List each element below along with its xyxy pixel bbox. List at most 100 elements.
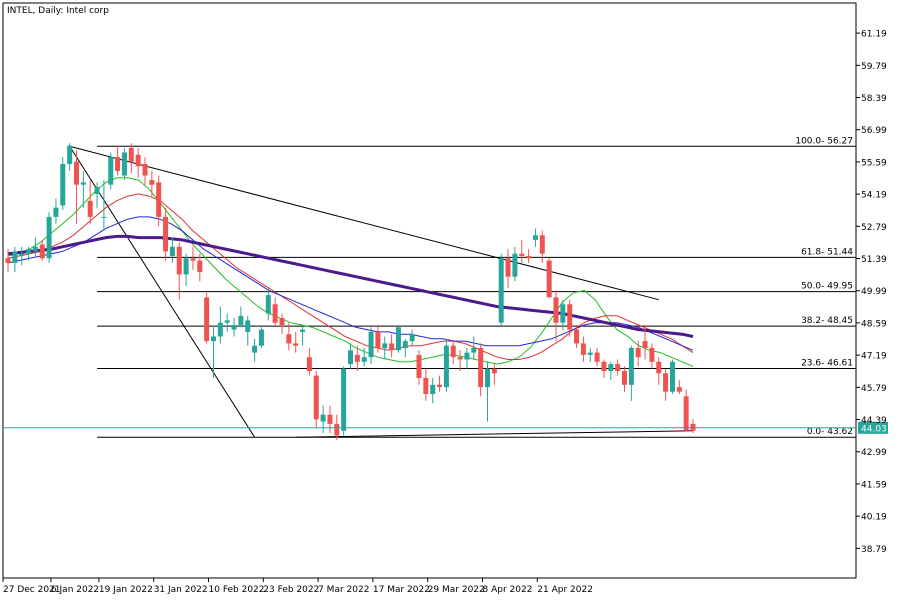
- candle-body: [176, 246, 182, 275]
- price-axis: 61.19 59.79 58.39 56.99 55.59 54.19 52.79 51.39…: [856, 30, 887, 555]
- candle-body: [183, 258, 189, 275]
- price-tick-label: 54.19: [861, 191, 887, 201]
- candle-body: [512, 253, 518, 277]
- price-tick-label: 45.79: [861, 384, 887, 394]
- candle-body: [224, 320, 230, 323]
- candle-body: [553, 297, 559, 323]
- candles: [5, 143, 696, 440]
- candle-body: [635, 348, 641, 358]
- candle-body: [204, 297, 210, 342]
- candle-body: [580, 343, 586, 355]
- ma-purple-line: [7, 234, 694, 338]
- candle-body: [574, 329, 580, 344]
- candle-body: [615, 364, 621, 371]
- fib-level-label: 50.0- 49.95: [801, 282, 853, 292]
- candle-body: [676, 387, 682, 392]
- fib-level-label: 38.2- 48.45: [801, 316, 853, 326]
- price-tick-label: 38.79: [861, 545, 887, 555]
- candle-body: [519, 253, 525, 256]
- candle-body: [39, 244, 45, 259]
- candle-body: [622, 371, 627, 385]
- candle-body: [128, 147, 134, 162]
- candle-body: [265, 295, 271, 314]
- candle-body: [46, 216, 52, 259]
- candle-body: [416, 354, 422, 378]
- candle-body: [32, 246, 38, 252]
- candle-body: [683, 396, 689, 431]
- bid-line: 44.03: [3, 421, 888, 434]
- candle-body: [169, 246, 175, 256]
- price-tick-label: 61.19: [861, 30, 887, 40]
- candle-body: [642, 341, 648, 348]
- candle-body: [258, 329, 264, 346]
- time-tick-label: 8 Apr 2022: [483, 585, 533, 595]
- candle-body: [594, 352, 600, 362]
- price-tick-label: 48.59: [861, 319, 887, 329]
- candle-body: [628, 348, 634, 385]
- time-tick-label: 6 Jan 2022: [51, 585, 99, 595]
- chart-frame: [2, 2, 857, 579]
- candle-body: [313, 375, 319, 420]
- fibonacci-levels: 100.0- 56.27 61.8- 51.44 50.0- 49.95 38.2- …: [97, 136, 856, 438]
- candle-body: [423, 377, 429, 394]
- candle-body: [485, 368, 490, 388]
- price-tick-label: 49.99: [861, 287, 887, 297]
- candle-body: [101, 216, 107, 218]
- time-tick-label: 10 Feb 2022: [209, 585, 265, 595]
- time-tick-label: 27 Dec 2021: [3, 585, 61, 595]
- candle-body: [471, 348, 477, 353]
- candle-body: [437, 384, 443, 388]
- candle-body: [663, 373, 669, 392]
- candle-body: [306, 357, 312, 371]
- candle-body: [498, 258, 504, 323]
- candle-body: [19, 253, 25, 256]
- candle-body: [464, 352, 470, 360]
- diagonal-line: [69, 146, 256, 438]
- candle-body: [354, 354, 360, 362]
- candle-body: [402, 341, 408, 348]
- candle-body: [382, 343, 388, 348]
- candle-body: [80, 182, 86, 185]
- candle-body: [368, 331, 374, 358]
- descending-trendline: [69, 145, 659, 301]
- ma-blue-line: [7, 216, 694, 351]
- price-tick-label: 59.79: [861, 62, 887, 72]
- candle-body: [567, 304, 573, 330]
- ma-red-line: [7, 193, 694, 360]
- candle-body: [272, 304, 278, 323]
- candle-body: [649, 348, 655, 362]
- time-tick-label: 19 Jan 2022: [99, 585, 153, 595]
- candle-body: [532, 235, 538, 240]
- candle-body: [211, 336, 216, 342]
- candle-body: [320, 414, 326, 422]
- fib-level-label: 100.0- 56.27: [795, 136, 853, 146]
- candle-body: [457, 357, 463, 360]
- time-tick-label: 23 Feb 2022: [263, 585, 319, 595]
- time-tick-label: 7 Mar 2022: [318, 585, 369, 595]
- ma-green-line: [7, 177, 694, 367]
- candle-body: [149, 180, 155, 185]
- candle-body: [67, 145, 73, 164]
- candle-body: [245, 320, 251, 332]
- candle-body: [478, 348, 484, 388]
- candle-body: [526, 256, 532, 259]
- current-price-box: [858, 421, 888, 434]
- candle-body: [53, 207, 59, 217]
- candle-body: [505, 258, 511, 277]
- time-tick-label: 17 Mar 2022: [373, 585, 430, 595]
- candle-body: [142, 164, 148, 176]
- price-tick-label: 42.99: [861, 448, 887, 458]
- current-price-label: 44.03: [861, 424, 887, 434]
- candle-body: [539, 235, 545, 254]
- candle-body: [430, 384, 436, 394]
- support-line: [295, 430, 694, 438]
- candle-body: [190, 258, 196, 261]
- candle-body: [94, 187, 100, 194]
- candle-body: [491, 368, 497, 374]
- fib-level-label: 61.8- 51.44: [801, 247, 853, 257]
- candle-body: [108, 157, 114, 185]
- time-tick-label: 21 Apr 2022: [537, 585, 593, 595]
